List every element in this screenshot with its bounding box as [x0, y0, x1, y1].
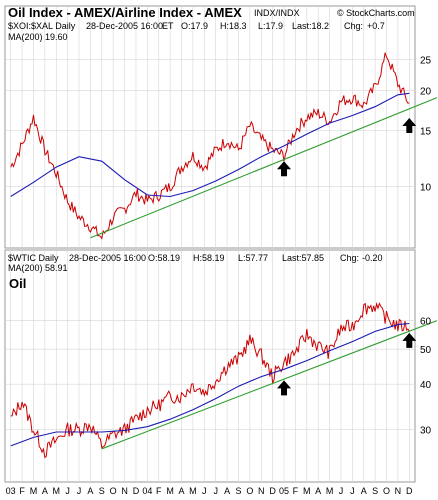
- y-tick-label: 30: [420, 425, 432, 436]
- x-tick-label: 04: [142, 486, 152, 496]
- x-tick-label: M: [326, 486, 334, 496]
- bottom-ohlc-high: H:58.19: [193, 253, 225, 263]
- bottom-chart-title: Oil: [9, 276, 26, 291]
- x-tick-label: D: [406, 486, 413, 496]
- support-trendline: [101, 320, 438, 450]
- x-tick-label: M: [30, 486, 38, 496]
- y-tick-label: 50: [420, 345, 432, 356]
- x-tick-label: O: [246, 486, 253, 496]
- ma200-line: [10, 92, 410, 198]
- top-grid: [5, 6, 415, 248]
- up-arrow-icon: [402, 117, 417, 133]
- y-tick-label: 20: [420, 87, 432, 98]
- x-tick-label: O: [110, 486, 117, 496]
- x-tick-label: F: [156, 486, 162, 496]
- bottom-header-date: 28-Dec-2005 16:00: [69, 253, 146, 263]
- x-tick-label: O: [383, 486, 390, 496]
- watermark: © StockCharts.com: [337, 8, 415, 18]
- bottom-ohlc-last: Last:57.85: [282, 253, 324, 263]
- bottom-panel-frame: [4, 249, 416, 483]
- x-tick-label: J: [213, 486, 218, 496]
- x-tick-label: 03: [6, 486, 16, 496]
- bottom-header-symbol: $WTIC Daily: [8, 253, 59, 263]
- x-tick-label: 05: [279, 486, 289, 496]
- x-tick-label: A: [315, 486, 321, 496]
- x-tick-label: A: [361, 486, 367, 496]
- x-tick-label: J: [339, 486, 344, 496]
- price-series-line: [10, 301, 410, 459]
- x-tick-label: M: [189, 486, 197, 496]
- price-series-line: [10, 52, 410, 240]
- x-tick-label: N: [121, 486, 128, 496]
- x-tick-label: M: [166, 486, 174, 496]
- support-trendline: [90, 97, 438, 239]
- bottom-grid: [5, 250, 415, 482]
- x-tick-label: A: [224, 486, 230, 496]
- x-tick-label: M: [303, 486, 311, 496]
- x-tick-label: A: [42, 486, 48, 496]
- top-ma-label: MA(200) 19.60: [8, 32, 68, 42]
- top-header-symbol: $XOI:$XAL Daily: [8, 21, 76, 31]
- x-axis: 03 F M A M J J A S O N D 04 F M A M J J A S O N D 05 F M A M J J A S O N D: [6, 486, 413, 496]
- x-tick-label: F: [19, 486, 25, 496]
- bottom-ohlc-open: O:58.19: [148, 253, 180, 263]
- x-tick-label: J: [65, 486, 70, 496]
- top-header-date: 28-Dec-2005 16:00: [86, 21, 163, 31]
- y-tick-label: 15: [420, 126, 432, 137]
- y-tick-label: 25: [420, 56, 432, 67]
- bottom-y-axis: 30 40 50 60: [420, 317, 432, 437]
- x-tick-label: A: [87, 486, 93, 496]
- top-ohlc-low: L:17.9: [258, 21, 283, 31]
- x-tick-label: M: [53, 486, 61, 496]
- x-tick-label: N: [395, 486, 402, 496]
- ma200-line: [10, 322, 410, 447]
- bottom-ohlc-low: L:57.77: [238, 253, 268, 263]
- x-tick-label: D: [269, 486, 276, 496]
- top-chart-marks: [10, 52, 438, 240]
- bottom-ohlc-chg: -0.20: [362, 253, 383, 263]
- y-tick-label: 60: [420, 317, 432, 328]
- top-header-tz: ET: [162, 21, 174, 31]
- top-chart-title: Oil Index - AMEX/Airline Index - AMEX: [8, 5, 242, 20]
- top-ohlc-chg-label: Chg:: [344, 21, 363, 31]
- top-panel-frame: [4, 5, 416, 249]
- x-tick-label: N: [258, 486, 265, 496]
- y-tick-label: 10: [420, 182, 432, 193]
- bottom-chart-marks: [10, 301, 438, 459]
- x-tick-label: J: [202, 486, 207, 496]
- x-tick-label: J: [77, 486, 82, 496]
- top-ohlc-high: H:18.3: [220, 21, 247, 31]
- top-ohlc-last: Last:18.2: [292, 21, 329, 31]
- x-tick-label: S: [235, 486, 241, 496]
- top-ohlc-chg: +0.7: [367, 21, 385, 31]
- top-ohlc-open: O:17.9: [181, 21, 208, 31]
- up-arrow-icon: [277, 380, 292, 396]
- top-y-axis: 10 15 20 25: [420, 56, 432, 194]
- bottom-ma-label: MA(200) 58.91: [8, 263, 68, 273]
- bottom-ohlc-chg-label: Chg:: [340, 253, 359, 263]
- x-tick-label: J: [350, 486, 355, 496]
- x-tick-label: S: [99, 486, 105, 496]
- x-tick-label: F: [293, 486, 299, 496]
- x-tick-label: A: [179, 486, 185, 496]
- x-tick-label: S: [372, 486, 378, 496]
- x-tick-label: D: [133, 486, 140, 496]
- up-arrow-icon: [402, 332, 417, 348]
- top-exchange-label: INDX/INDX: [254, 8, 300, 18]
- up-arrow-icon: [277, 161, 292, 177]
- y-tick-label: 40: [420, 380, 432, 391]
